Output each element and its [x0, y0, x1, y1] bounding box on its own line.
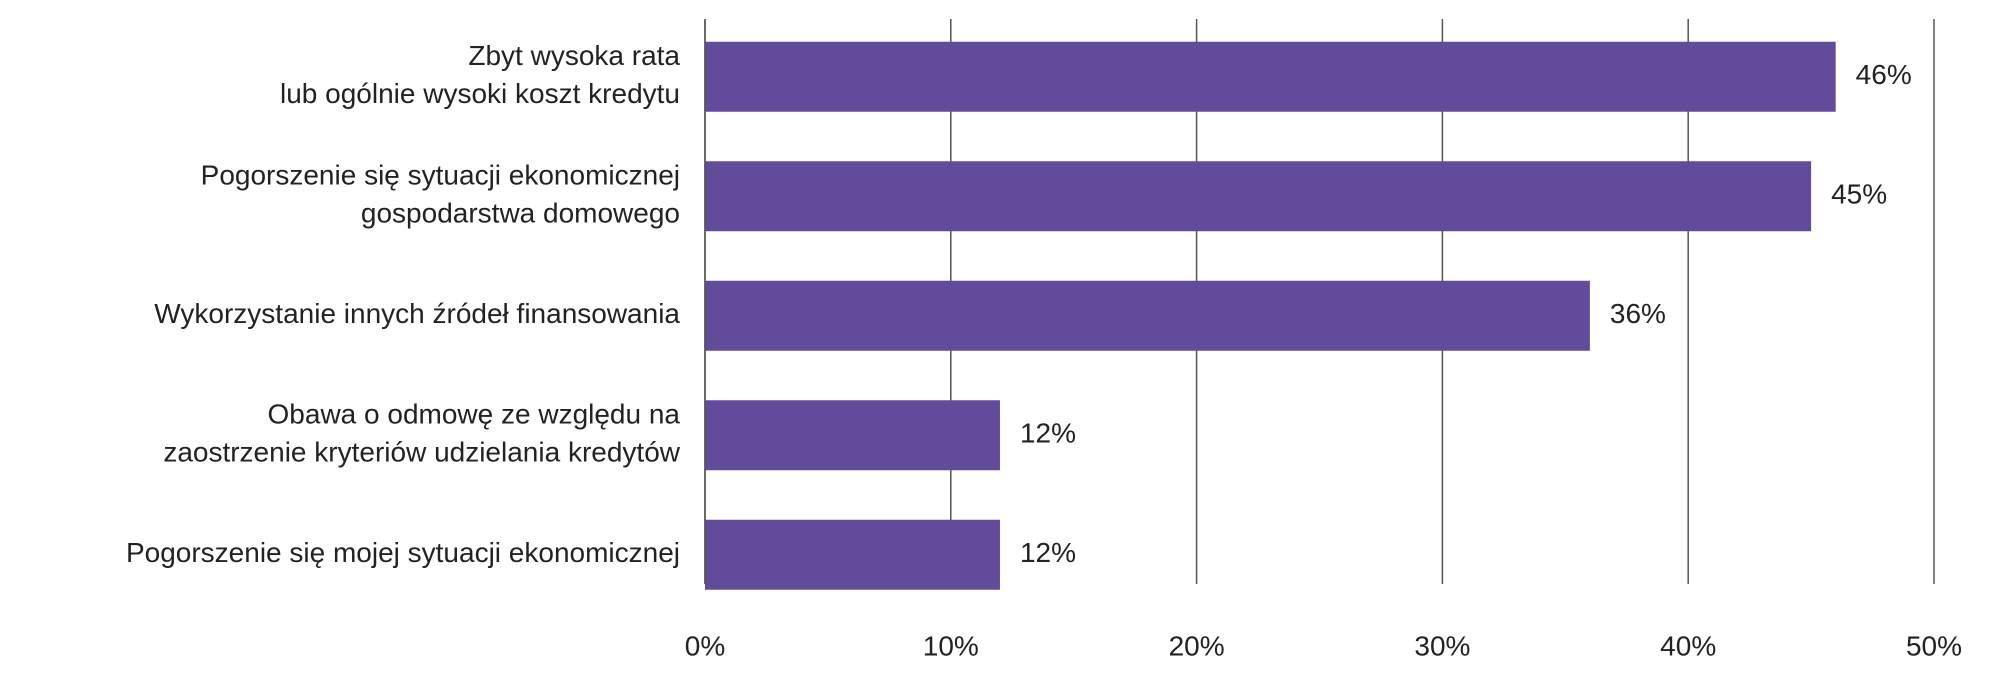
- x-tick-label: 30%: [1414, 630, 1470, 661]
- value-label: 36%: [1610, 298, 1666, 329]
- x-tick-label: 40%: [1660, 630, 1716, 661]
- value-label: 46%: [1856, 59, 1912, 90]
- value-label: 12%: [1020, 418, 1076, 449]
- bar: [705, 41, 1836, 112]
- category-label: Wykorzystanie innych źródeł finansowania: [154, 298, 680, 329]
- x-tick-label: 10%: [923, 630, 979, 661]
- category-label: Obawa o odmowę ze względu na zaostrzenie …: [163, 399, 680, 468]
- category-label: Pogorszenie się mojej sytuacji ekonomicz…: [126, 537, 680, 568]
- bar: [705, 400, 1000, 471]
- x-tick-label: 20%: [1169, 630, 1225, 661]
- value-label: 45%: [1831, 179, 1887, 210]
- value-label: 12%: [1020, 537, 1076, 568]
- category-label: Pogorszenie się sytuacji ekonomicznej gos…: [201, 160, 680, 229]
- x-tick-label: 0%: [685, 630, 725, 661]
- bar: [705, 280, 1590, 351]
- category-label: Zbyt wysoka rata lub ogólnie wysoki koszt…: [280, 40, 680, 109]
- bar: [705, 519, 1000, 590]
- x-tick-label: 50%: [1906, 630, 1962, 661]
- bar: [705, 161, 1812, 232]
